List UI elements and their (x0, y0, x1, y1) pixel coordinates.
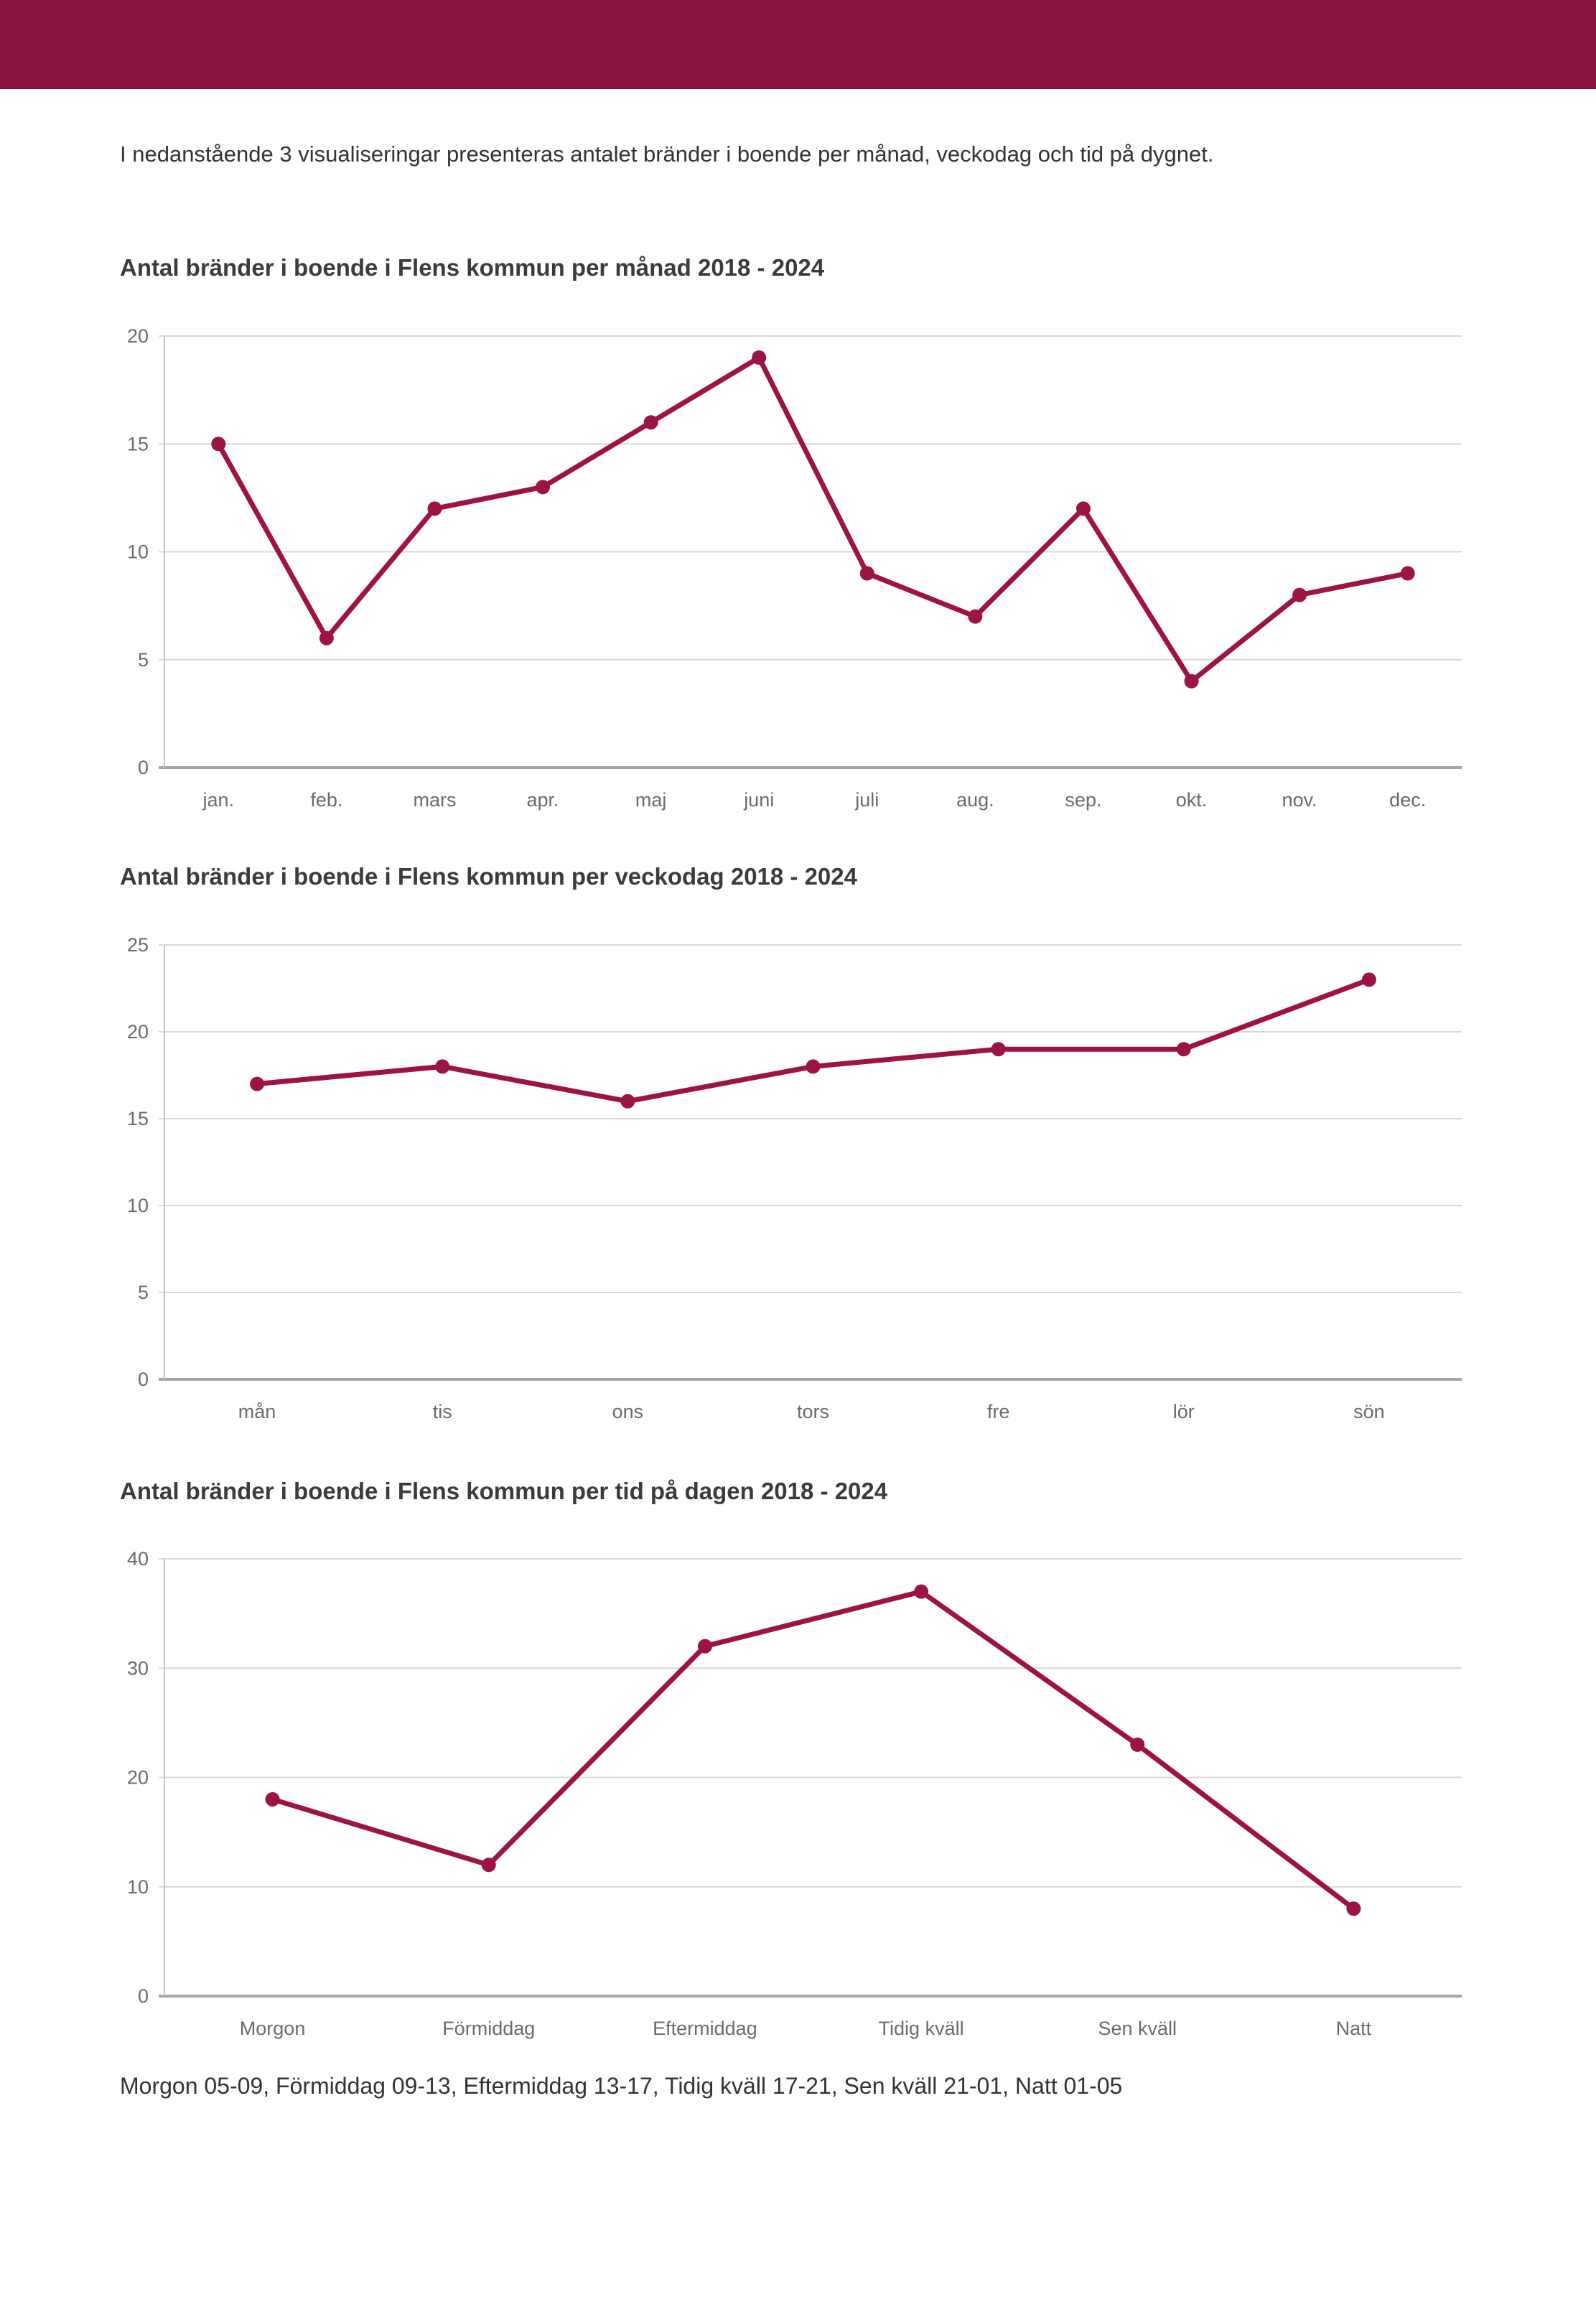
data-point (1346, 1901, 1361, 1916)
data-point (752, 350, 767, 365)
x-tick-label: okt. (1176, 789, 1208, 811)
data-point (1361, 971, 1376, 987)
y-tick-label: 40 (127, 1548, 149, 1570)
line-chart-time-of-day: 0 10 20 30 40 Morgon Förmiddag Eftermiddag Tidig… (120, 1524, 1596, 2050)
line-chart-monthly-svg: 0 5 10 15 20 jan. feb. mars apr. maj juni juli aug. s… (127, 325, 1462, 811)
data-point (1400, 566, 1415, 581)
footer-note: Morgon 05-09, Förmiddag 09-13, Eftermidd… (120, 2073, 1123, 2099)
y-tick-label: 5 (138, 648, 149, 670)
data-point (991, 1041, 1006, 1056)
data-point (536, 479, 551, 494)
series-line (254, 977, 1372, 1104)
x-tick-label: Morgon (240, 2018, 306, 2039)
data-point (481, 1858, 496, 1873)
chart-title-time-of-day: Antal bränder i boende i Flens kommun pe… (120, 1477, 888, 1504)
y-tick-label: 0 (138, 757, 149, 778)
data-point (968, 609, 983, 624)
x-tick-label: mars (413, 789, 456, 811)
x-tick-label: sön (1353, 1401, 1385, 1422)
line-chart-weekday-svg: 0 5 10 15 20 25 mån tis ons tors fre lör sön (127, 934, 1462, 1422)
x-tick-label: feb. (310, 789, 342, 811)
series-line (215, 355, 1411, 684)
x-tick-label: fre (987, 1401, 1010, 1422)
data-point (265, 1792, 280, 1807)
x-tick-label: nov. (1282, 789, 1317, 811)
chart-title-weekday: Antal bränder i boende i Flens kommun pe… (120, 862, 857, 890)
y-tick-label: 15 (127, 433, 149, 455)
x-tick-label: Natt (1336, 2018, 1372, 2039)
x-tick-label: Eftermiddag (653, 2018, 757, 2039)
x-tick-label: aug. (956, 789, 994, 811)
data-point (435, 1058, 450, 1073)
y-tick-label: 10 (127, 1195, 149, 1216)
y-tick-label: 0 (138, 1985, 149, 2007)
y-tick-label: 20 (127, 325, 149, 347)
chart-section-time-of-day: Antal bränder i boende i Flens kommun pe… (0, 1476, 1596, 2051)
y-tick-label: 20 (127, 1767, 149, 1789)
x-tick-label: maj (635, 789, 667, 811)
data-point (211, 436, 226, 451)
data-point (250, 1076, 265, 1091)
y-tick-label: 15 (127, 1108, 149, 1129)
x-tick-label: juni (743, 789, 774, 811)
data-point (1075, 501, 1091, 516)
x-tick-label: lör (1173, 1401, 1195, 1422)
data-point (1184, 674, 1199, 689)
chart-section-weekday: Antal bränder i boende i Flens kommun pe… (0, 862, 1596, 1433)
y-tick-label: 10 (127, 541, 149, 562)
data-point (697, 1639, 712, 1654)
data-point (806, 1058, 821, 1073)
x-tick-label: Förmiddag (442, 2018, 535, 2039)
data-point (319, 630, 334, 646)
y-tick-label: 25 (127, 934, 149, 956)
x-tick-label: sep. (1065, 789, 1101, 811)
data-point (620, 1094, 635, 1109)
x-tick-label: apr. (527, 789, 559, 811)
data-point (1292, 587, 1307, 602)
x-tick-label: ons (612, 1401, 644, 1422)
chart-section-monthly: Antal bränder i boende i Flens kommun pe… (0, 253, 1596, 821)
data-point (1130, 1738, 1145, 1753)
x-tick-label: dec. (1389, 789, 1426, 811)
line-chart-time-of-day-svg: 0 10 20 30 40 Morgon Förmiddag Eftermiddag Tidig… (127, 1548, 1462, 2039)
line-chart-weekday: 0 5 10 15 20 25 mån tis ons tors fre lör sön (120, 910, 1596, 1433)
series-line (270, 1589, 1356, 1912)
data-point (427, 501, 442, 516)
y-tick-label: 5 (138, 1282, 149, 1303)
y-tick-label: 20 (127, 1021, 149, 1043)
x-tick-label: tors (797, 1401, 829, 1422)
y-tick-label: 30 (127, 1658, 149, 1679)
x-tick-label: tis (433, 1401, 452, 1422)
x-tick-label: jan. (202, 789, 235, 811)
report-page: I nedanstående 3 visualiseringar present… (0, 0, 1596, 2099)
x-tick-label: juli (854, 789, 879, 811)
data-point (914, 1585, 929, 1600)
y-tick-label: 0 (138, 1369, 149, 1390)
data-point (1176, 1041, 1191, 1056)
chart-title-monthly: Antal bränder i boende i Flens kommun pe… (120, 253, 825, 281)
y-tick-label: 10 (127, 1876, 149, 1898)
data-point (859, 566, 874, 581)
line-chart-monthly: 0 5 10 15 20 jan. feb. mars apr. maj juni juli aug. s… (120, 302, 1596, 821)
header-bar (0, 0, 1596, 89)
data-point (643, 414, 658, 429)
x-tick-label: Tidig kväll (879, 2018, 964, 2039)
x-tick-label: mån (238, 1401, 276, 1422)
intro-text: I nedanstående 3 visualiseringar present… (120, 141, 1214, 167)
x-tick-label: Sen kväll (1098, 2018, 1177, 2039)
